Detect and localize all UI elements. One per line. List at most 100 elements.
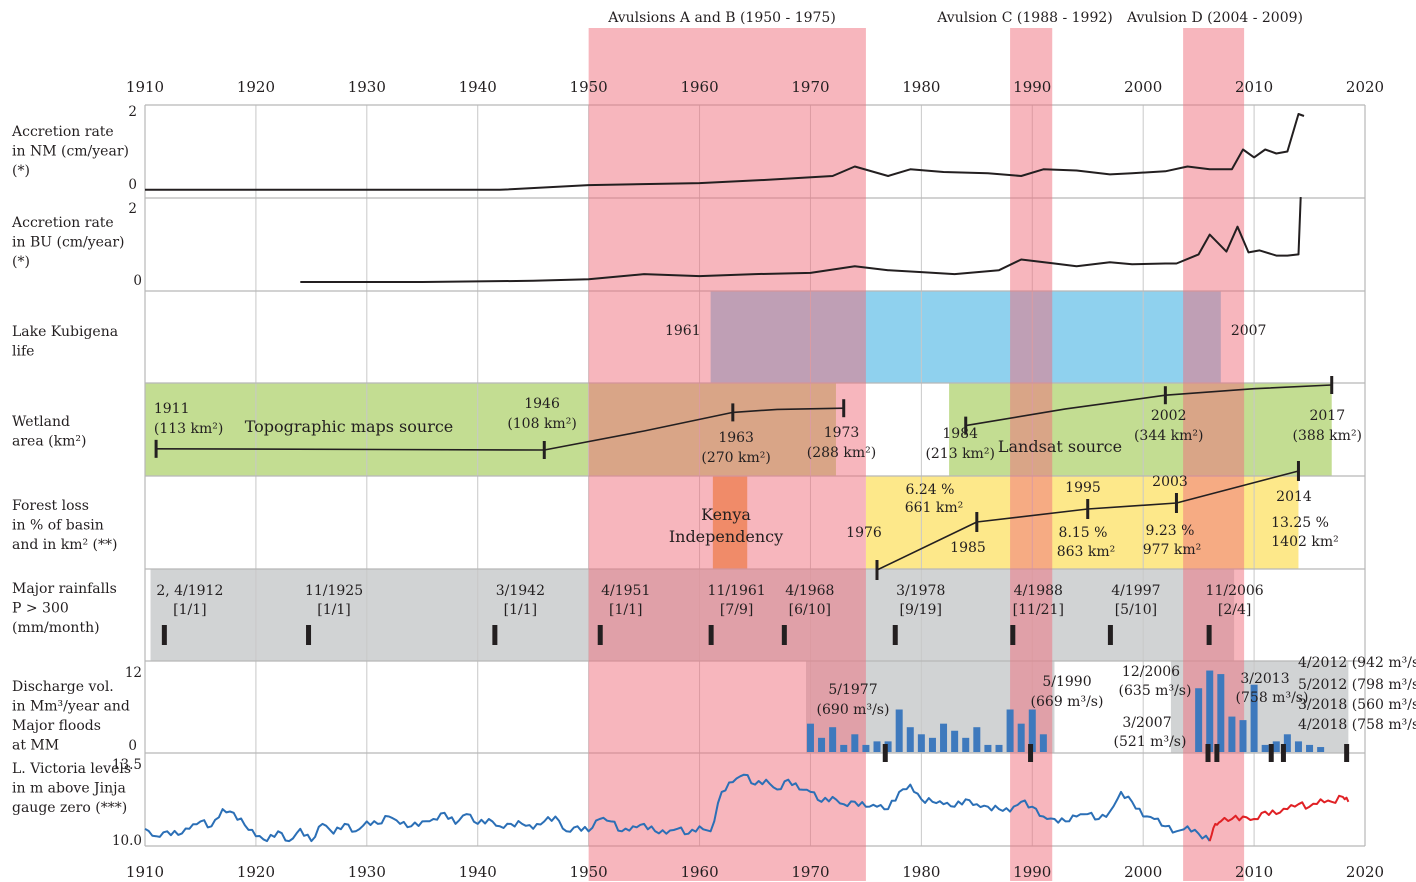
flood-marker: [1268, 744, 1274, 762]
discharge-bar: [895, 709, 903, 752]
forest-pct: 8.15 %: [1059, 525, 1108, 541]
accretion-nm-line: [145, 113, 1305, 191]
discharge-bar: [906, 727, 914, 752]
lake-victoria-forecast-line: [1208, 794, 1350, 842]
x-tick-bottom: 2010: [1235, 863, 1273, 881]
row-label: at MM: [12, 738, 59, 754]
discharge-bar: [1306, 744, 1314, 752]
discharge-bar: [1272, 741, 1280, 752]
flood-value: (635 m³/s): [1119, 683, 1192, 699]
row-label: in BU (cm/year): [12, 235, 124, 251]
x-tick-bottom: 1930: [348, 863, 386, 881]
discharge-bar: [862, 744, 870, 752]
row-label: Major floods: [12, 718, 101, 734]
nm-ymax: 2: [128, 104, 137, 120]
rainfall-marker: [1107, 625, 1113, 645]
row-label: Accretion rate: [11, 124, 114, 140]
wetland-value: (344 km²): [1134, 428, 1203, 444]
lake-start-label: 1961: [665, 323, 701, 339]
rainfall-label: 11/1961: [708, 583, 766, 599]
discharge-bar: [962, 737, 970, 752]
flood-value: (521 m³/s): [1114, 734, 1187, 750]
row-label: Forest loss: [12, 498, 89, 514]
bu-ymin: 0: [133, 273, 142, 289]
forest-km2: 863 km²: [1057, 544, 1116, 560]
accretion-bu-line: [300, 197, 1302, 283]
row-label: Accretion rate: [11, 215, 114, 231]
row-label: (*): [12, 163, 30, 179]
rainfall-label: 4/1997: [1111, 583, 1160, 599]
flood-value: (669 m³/s): [1031, 694, 1104, 710]
rainfall-marker: [492, 625, 498, 645]
row-label: in % of basin: [12, 518, 104, 534]
rainfall-marker: [1010, 625, 1016, 645]
x-tick-top: 1990: [1013, 78, 1051, 96]
discharge-bar: [928, 737, 936, 752]
discharge-bar: [1217, 674, 1225, 752]
x-tick-top: 1910: [126, 78, 164, 96]
flood-label: 4/2018 (758 m³/s): [1298, 717, 1416, 733]
row-label: gauge zero (***): [12, 800, 127, 816]
discharge-bar: [1028, 709, 1036, 752]
row-label: life: [12, 344, 34, 360]
discharge-bar: [1195, 688, 1203, 752]
forest-pct: 13.25 %: [1271, 515, 1329, 531]
rainfall-marker: [161, 625, 167, 645]
flood-marker: [1214, 744, 1220, 762]
forest-year-label: 1976: [846, 525, 882, 541]
forest-year-label: 2014: [1276, 489, 1312, 505]
x-tick-bottom: 1980: [902, 863, 940, 881]
discharge-bar: [1239, 720, 1247, 752]
x-tick-bottom: 1970: [791, 863, 829, 881]
rainfall-marker: [781, 625, 787, 645]
rainfall-label: 4/1988: [1014, 583, 1063, 599]
row-label: Major rainfalls: [12, 581, 117, 597]
x-tick-bottom: 1950: [570, 863, 608, 881]
lake-victoria-line: [144, 773, 1211, 843]
x-tick-top: 1970: [791, 78, 829, 96]
x-tick-top: 1930: [348, 78, 386, 96]
row-label: and in km² (**): [12, 537, 117, 553]
discharge-bar: [818, 737, 826, 752]
flood-label: 3/2018 (560 m³/s): [1298, 697, 1416, 713]
lake-end-label: 2007: [1231, 323, 1267, 339]
row-label: L. Victoria levels: [12, 761, 131, 777]
flood-label: 5/1990: [1042, 674, 1091, 690]
row-label: (*): [12, 254, 30, 270]
flood-label: 5/2012 (798 m³/s): [1298, 677, 1416, 693]
avulsion-band-2: [1183, 28, 1245, 881]
row-label: in NM (cm/year): [12, 144, 129, 160]
discharge-bar: [884, 741, 892, 752]
wetland-label: 1911: [154, 401, 190, 417]
x-tick-top: 1980: [902, 78, 940, 96]
discharge-bar: [917, 734, 925, 752]
wetland-label: 1946: [524, 396, 560, 412]
wetland-value: (270 km²): [701, 450, 770, 466]
x-tick-top: 1920: [237, 78, 275, 96]
wetland-label: 1973: [824, 425, 860, 441]
x-tick-top: 1960: [680, 78, 718, 96]
row-label: Wetland: [12, 414, 70, 430]
forest-km2: 977 km²: [1143, 542, 1202, 558]
flood-marker: [1344, 744, 1350, 762]
discharge-bar: [1017, 723, 1025, 752]
row-label: Discharge vol.: [12, 679, 114, 695]
x-tick-bottom: 2020: [1346, 863, 1384, 881]
forest-year-label: 1995: [1065, 480, 1101, 496]
row-label: (mm/month): [12, 620, 100, 636]
avulsion-label: Avulsions A and B (1950 - 1975): [607, 10, 836, 26]
rainfall-ratio: [9/19]: [900, 602, 942, 618]
discharge-bar: [984, 744, 992, 752]
x-tick-top: 2010: [1235, 78, 1273, 96]
lv-ymin: 10.0: [112, 833, 142, 849]
x-tick-bottom: 2000: [1124, 863, 1162, 881]
discharge-bar: [1261, 744, 1269, 752]
discharge-bar: [1228, 716, 1236, 752]
dis-ymin: 0: [128, 738, 137, 754]
flood-value: (758 m³/s): [1236, 690, 1309, 706]
flood-marker: [1205, 744, 1211, 762]
rainfall-label: 3/1942: [496, 583, 545, 599]
rainfall-label: 4/1968: [785, 583, 834, 599]
discharge-bar: [1039, 734, 1047, 752]
kenya-label: Independency: [669, 527, 783, 546]
